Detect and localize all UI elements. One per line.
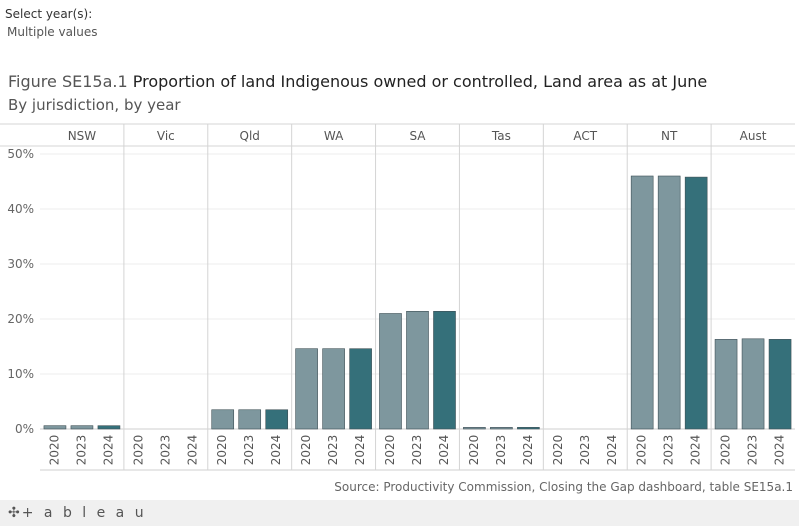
bar [70, 425, 94, 430]
bar [741, 338, 765, 430]
bar [657, 175, 681, 430]
x-tick-label: 2024 [101, 435, 115, 466]
x-tick-label: 2023 [578, 435, 592, 466]
x-tick-label: 2024 [185, 435, 199, 466]
panel-header-label: Aust [740, 129, 767, 143]
x-tick-label: 2024 [353, 435, 367, 466]
x-tick-label: 2024 [605, 435, 619, 466]
x-tick-label: 2023 [326, 435, 340, 466]
x-tick-label: 2023 [242, 435, 256, 466]
x-tick-label: 2020 [635, 435, 649, 466]
bar [630, 175, 654, 430]
panel-header-label: NT [661, 129, 678, 143]
bar [295, 348, 318, 430]
x-tick-label: 2020 [215, 435, 229, 466]
bar [43, 425, 67, 430]
year-filter-value[interactable]: Multiple values [7, 25, 98, 39]
x-tick-label: 2020 [383, 435, 397, 466]
x-tick-label: 2023 [662, 435, 676, 466]
x-tick-label: 2023 [158, 435, 172, 466]
x-tick-label: 2024 [689, 435, 703, 466]
bar [768, 339, 792, 430]
y-tick-label: 30% [7, 257, 34, 271]
panel-header-label: ACT [573, 129, 597, 143]
filter-label: Select year(s): [5, 7, 93, 21]
bar [684, 176, 708, 430]
x-tick-label: 2020 [719, 435, 733, 466]
x-tick-label: 2024 [269, 435, 283, 466]
x-tick-label: 2024 [773, 435, 787, 466]
title-main: Proportion of land Indigenous owned or c… [132, 72, 708, 91]
panel-header-label: WA [324, 129, 344, 143]
tableau-logo-text: + a b l e a u [21, 505, 147, 521]
bar [265, 409, 289, 430]
y-tick-label: 40% [7, 202, 34, 216]
bar [463, 427, 486, 430]
x-tick-label: 2024 [437, 435, 451, 466]
bar [238, 409, 262, 430]
x-tick-label: 2023 [494, 435, 508, 466]
bar [349, 348, 372, 430]
x-tick-label: 2020 [467, 435, 481, 466]
x-tick-label: 2020 [131, 435, 145, 466]
source-note: Source: Productivity Commission, Closing… [334, 480, 793, 494]
bar [490, 427, 513, 430]
x-tick-label: 2020 [47, 435, 61, 466]
panel-header-label: Tas [491, 129, 511, 143]
bar [211, 409, 235, 430]
x-tick-label: 2023 [74, 435, 88, 466]
panel-header-label: SA [409, 129, 426, 143]
x-tick-label: 2020 [551, 435, 565, 466]
bar [714, 339, 738, 430]
bar [433, 310, 456, 430]
chart-title: Figure SE15a.1 Proportion of land Indige… [8, 72, 707, 91]
tableau-logo[interactable]: ✣ + a b l e a u [8, 505, 147, 521]
y-tick-label: 20% [7, 312, 34, 326]
tableau-logo-icon: ✣ [8, 505, 20, 521]
bar [379, 313, 402, 430]
x-tick-label: 2024 [521, 435, 535, 466]
bar-chart: 0% 10% 20% 30% 40% 50% NSW 2020 2023 2024 Vic 2020 2… [0, 123, 795, 471]
bar [322, 348, 345, 430]
bar [406, 310, 429, 430]
chart-subtitle: By jurisdiction, by year [8, 96, 181, 114]
x-tick-label: 2020 [299, 435, 313, 466]
panel-header-label: Qld [240, 129, 260, 143]
panel-header-label: Vic [157, 129, 175, 143]
y-tick-label: 10% [7, 367, 34, 381]
y-tick-label: 50% [7, 147, 34, 161]
x-tick-label: 2023 [410, 435, 424, 466]
footer-bar [0, 500, 799, 526]
x-tick-label: 2023 [746, 435, 760, 466]
y-tick-label: 0% [15, 422, 34, 436]
title-prefix: Figure SE15a.1 [8, 72, 128, 91]
panel-header-label: NSW [68, 129, 97, 143]
bar [517, 427, 540, 430]
bar [97, 425, 121, 430]
